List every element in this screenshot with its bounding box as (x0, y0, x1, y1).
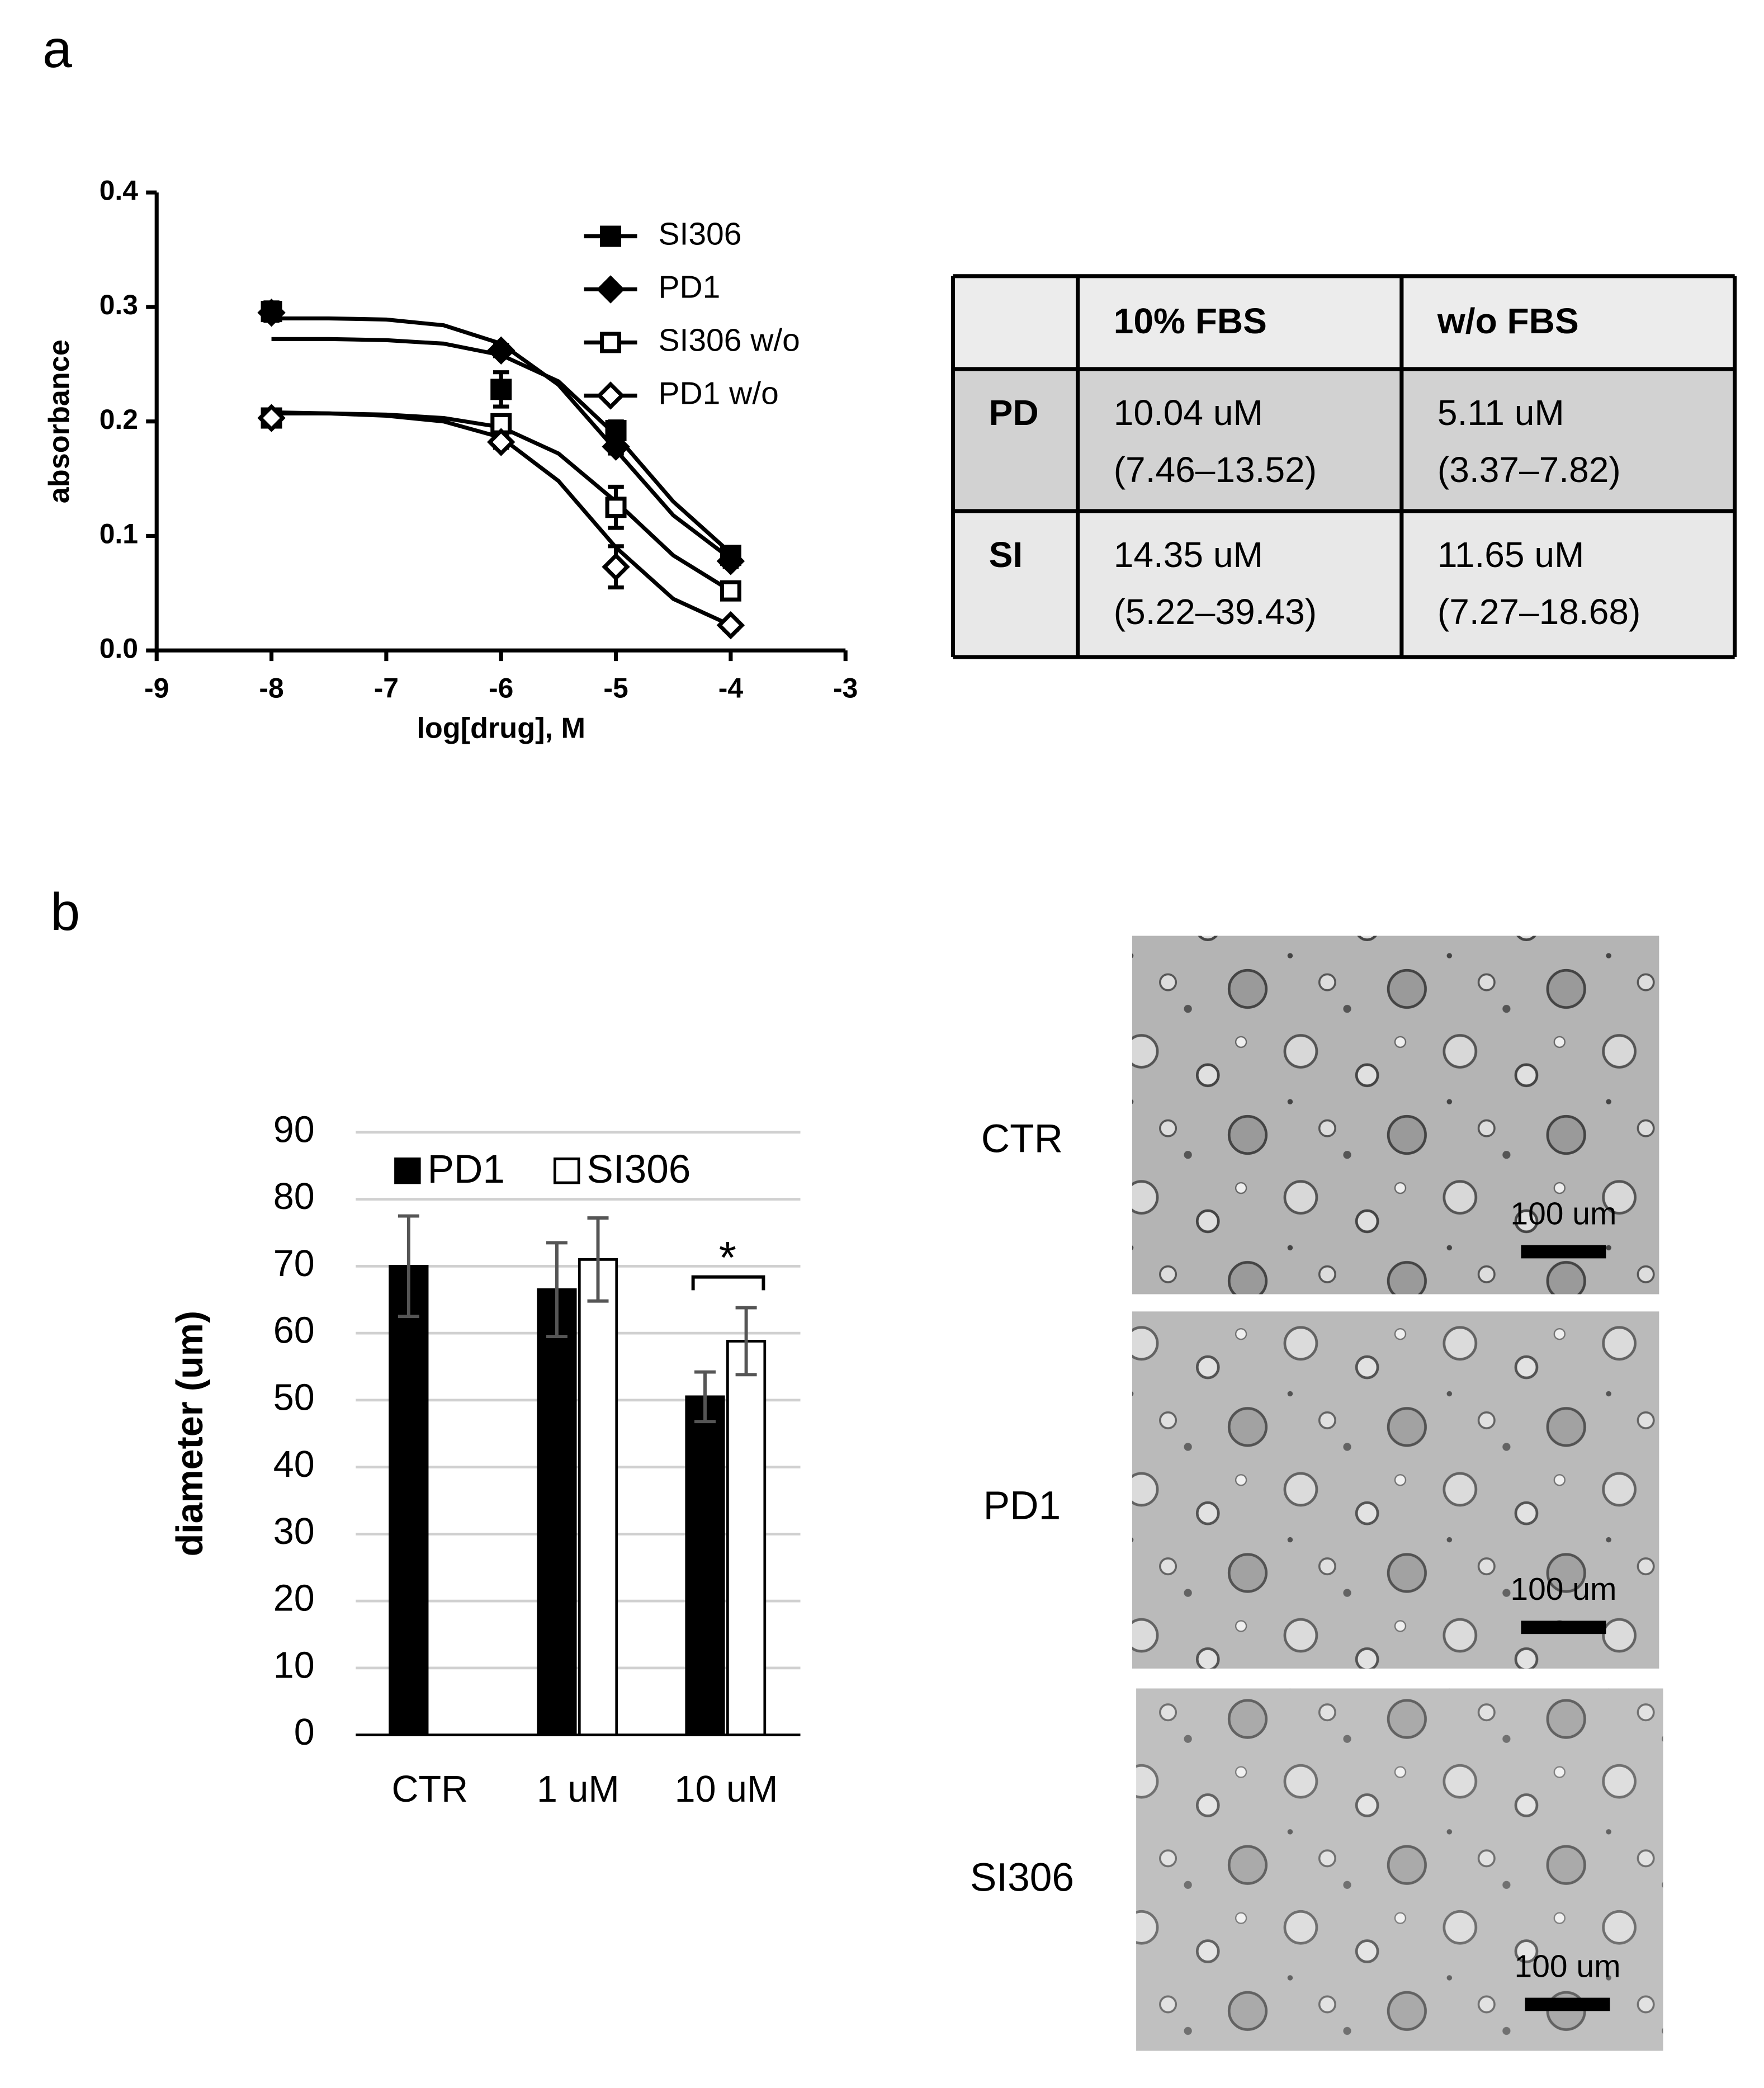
y-tick-label: 40 (273, 1444, 315, 1485)
scale-bar-label: 100 um (1510, 1571, 1616, 1607)
point (716, 547, 745, 575)
significance-bracket (691, 1275, 765, 1291)
legend-label: SI306 (659, 216, 742, 252)
y-tick-label: 0.1 (100, 518, 138, 550)
y-tick-label: 10 (273, 1645, 315, 1686)
y-tick-label: 30 (273, 1511, 315, 1552)
legend-marker (596, 381, 625, 410)
x-tick-label: -9 (144, 673, 169, 704)
table-cell: 14.35 uM (1114, 535, 1263, 575)
micrograph (1132, 1311, 1659, 1669)
point (487, 428, 516, 456)
bar (578, 1258, 618, 1736)
error-bar (735, 1306, 757, 1377)
point (605, 497, 627, 518)
table-cell: 10.04 uM (1114, 393, 1263, 433)
x-tick-label: -8 (259, 673, 283, 704)
scale-bar (1521, 1245, 1606, 1259)
legend-label: PD1 (659, 270, 721, 305)
scale-bar (1521, 1621, 1606, 1635)
y-tick-label: 0.2 (100, 404, 138, 435)
x-tick-label: -4 (718, 673, 744, 704)
y-tick-label: 80 (273, 1176, 315, 1217)
y-tick-label: 0 (294, 1712, 315, 1753)
point (257, 404, 286, 432)
y-tick-label: 60 (273, 1310, 315, 1352)
error-bar (587, 1216, 609, 1303)
micrograph (1136, 1688, 1663, 2051)
y-tick-label: 20 (273, 1578, 315, 1619)
x-tick-label: -5 (603, 673, 628, 704)
bar (726, 1340, 767, 1736)
y-axis-title: diameter (um) (169, 1311, 211, 1556)
table-header (953, 276, 1735, 369)
annotation: * (719, 1232, 736, 1283)
table-cell: (7.27–18.68) (1437, 592, 1640, 632)
legend-label: SI306 w/o (659, 322, 800, 358)
bar (685, 1395, 725, 1736)
x-tick-label: -6 (489, 673, 513, 704)
point (720, 580, 741, 602)
table-row (953, 511, 1735, 658)
column-header: 10% FBS (1114, 301, 1267, 341)
point (257, 298, 286, 327)
point (487, 336, 516, 365)
bar (389, 1264, 429, 1736)
error-bar (694, 1370, 716, 1424)
legend-marker (600, 225, 622, 247)
x-tick-label: CTR (392, 1769, 469, 1810)
x-tick-label: 10 uM (675, 1769, 778, 1810)
table-row (953, 369, 1735, 511)
scale-bar-label: 100 um (1515, 1948, 1621, 1984)
legend-marker (596, 275, 625, 304)
table-cell: 5.11 uM (1437, 393, 1564, 433)
y-tick-label: 0.3 (100, 289, 138, 320)
micrograph (1132, 936, 1659, 1295)
legend-marker (600, 332, 622, 353)
point (490, 379, 512, 400)
legend-label: SI306 (587, 1147, 691, 1192)
point (716, 611, 745, 640)
point (602, 552, 630, 581)
scale-bar (1525, 1997, 1610, 2011)
legend-label: PD1 w/o (659, 375, 779, 411)
micrograph-label: PD1 (983, 1484, 1061, 1528)
y-tick-label: 90 (273, 1109, 315, 1150)
x-tick-label: -3 (833, 673, 858, 704)
table-cell: (7.46–13.52) (1114, 450, 1317, 490)
error-bar (546, 1241, 567, 1339)
column-header: w/o FBS (1437, 301, 1579, 341)
panel-label: a (42, 20, 72, 79)
panel-label: b (50, 882, 80, 942)
y-tick-label: 0.0 (100, 632, 138, 664)
legend-label: PD1 (427, 1147, 505, 1192)
x-tick-label: 1 uM (537, 1769, 619, 1810)
y-tick-label: 50 (273, 1377, 315, 1418)
error-bar (398, 1214, 419, 1319)
point (602, 432, 630, 461)
x-axis-title: log[drug], M (417, 712, 585, 744)
legend-marker (394, 1157, 421, 1184)
table-cell: 11.65 uM (1437, 535, 1584, 575)
scale-bar-label: 100 um (1510, 1196, 1616, 1231)
micrograph-label: CTR (981, 1117, 1063, 1161)
y-axis-title: absorbance (43, 339, 75, 503)
y-tick-label: 70 (273, 1243, 315, 1284)
legend-marker (553, 1157, 580, 1184)
row-header: PD (989, 393, 1039, 433)
table-cell: (3.37–7.82) (1437, 450, 1621, 490)
y-tick-label: 0.4 (100, 174, 139, 206)
table-cell: (5.22–39.43) (1114, 592, 1317, 632)
bar (537, 1288, 577, 1736)
x-tick-label: -7 (374, 673, 399, 704)
row-header: SI (989, 535, 1023, 575)
micrograph-label: SI306 (970, 1855, 1074, 1900)
